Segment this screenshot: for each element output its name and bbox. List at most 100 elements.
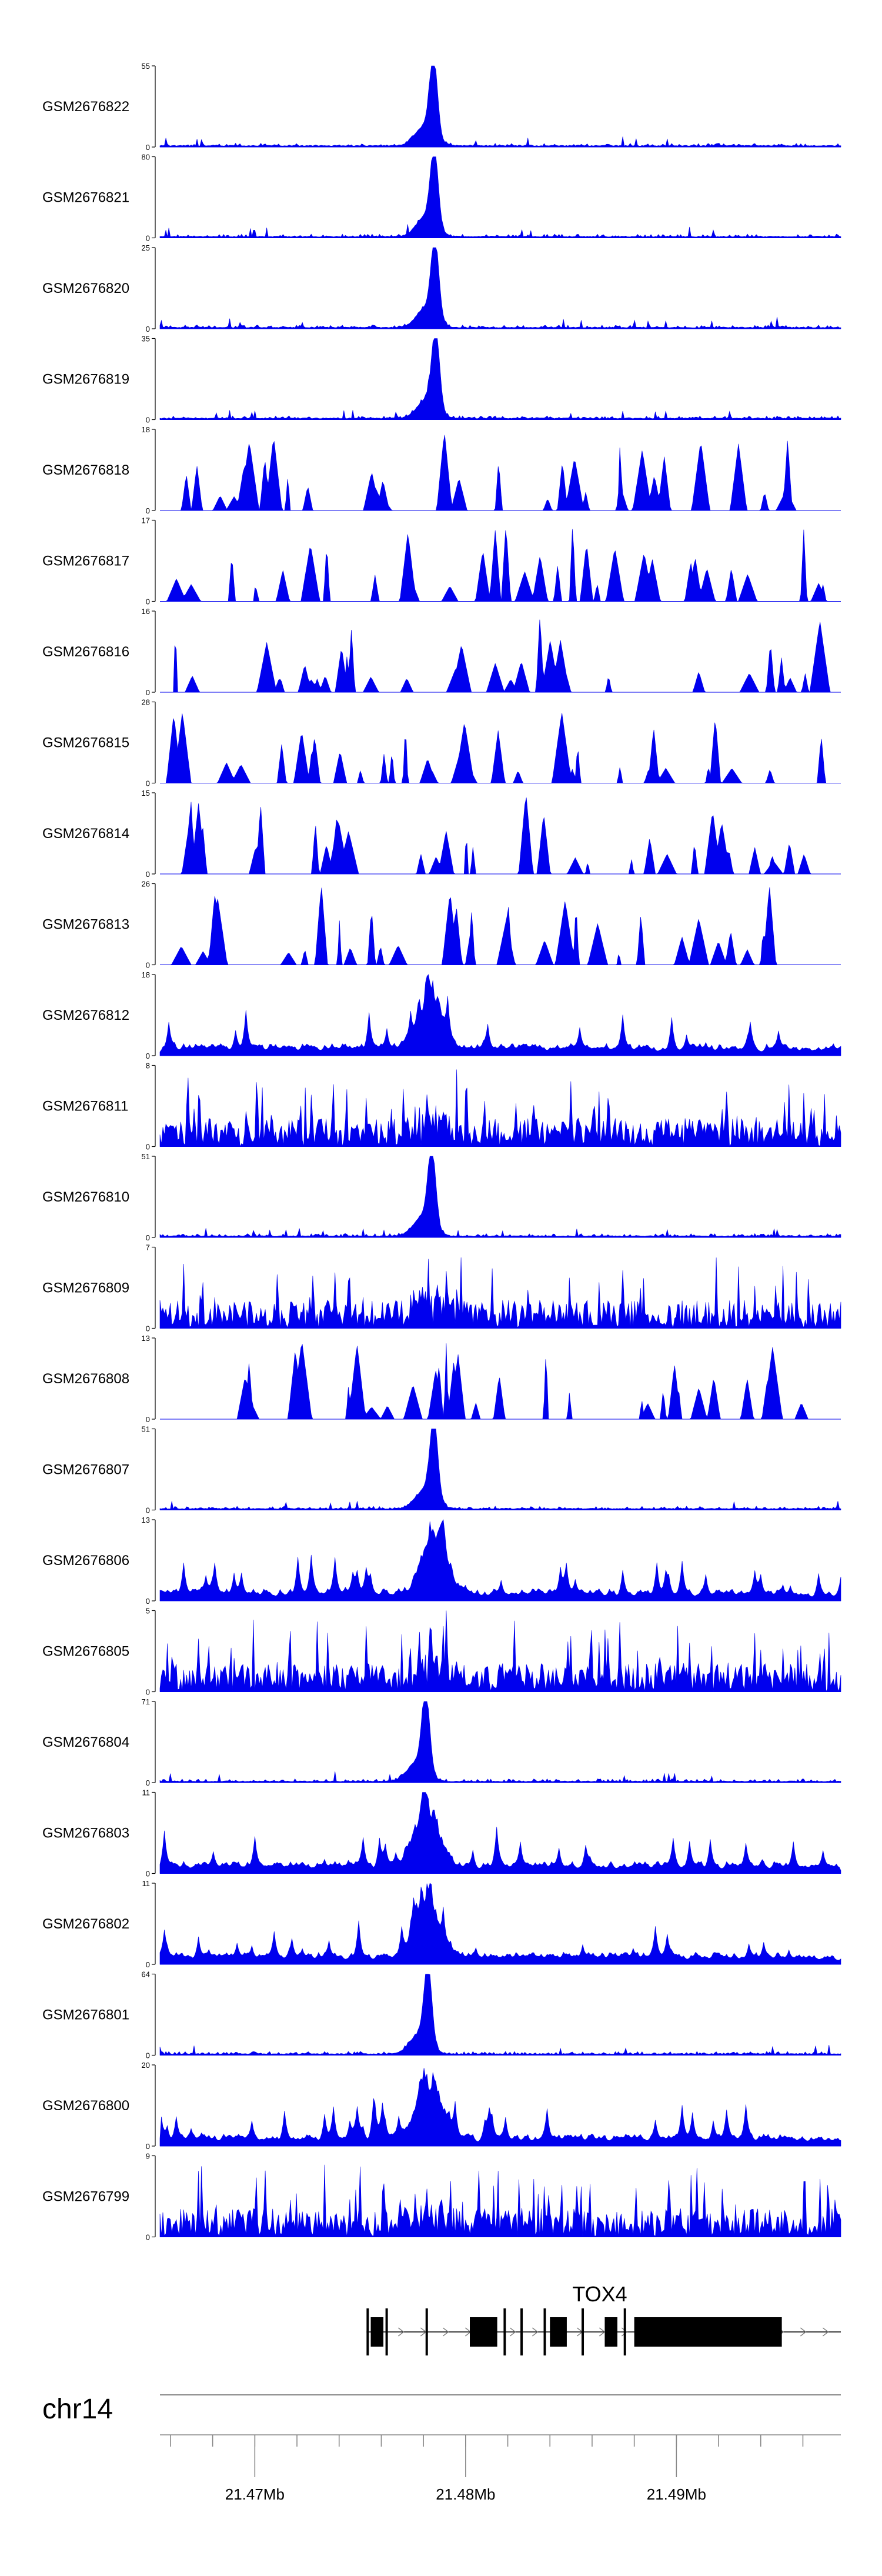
track-GSM2676811: GSM2676811 8 0	[42, 1062, 841, 1152]
track-label: GSM2676809	[42, 1280, 129, 1296]
y-max-label: 26	[142, 880, 150, 889]
exon	[550, 2317, 567, 2347]
track-GSM2676801: GSM2676801 64 0	[42, 1970, 841, 2060]
coverage-area	[159, 1156, 841, 1238]
y-min-label: 0	[146, 1870, 150, 1878]
y-min-label: 0	[146, 1324, 150, 1333]
track-GSM2676812: GSM2676812 18 0	[42, 970, 841, 1060]
track-label: GSM2676802	[42, 1916, 129, 1932]
coverage-area	[159, 1429, 841, 1510]
exon	[604, 2317, 617, 2347]
track-GSM2676808: GSM2676808 13 0	[42, 1334, 841, 1424]
strand-arrow	[599, 2327, 606, 2337]
coverage-area	[160, 435, 841, 511]
track-label: GSM2676816	[42, 644, 129, 660]
y-min-label: 0	[146, 1960, 150, 1969]
coverage-area	[160, 798, 841, 875]
track-label: GSM2676799	[42, 2189, 129, 2205]
strand-arrow	[442, 2327, 449, 2337]
y-max-label: 18	[142, 425, 150, 434]
track-label: GSM2676801	[42, 2007, 129, 2023]
strand-arrow	[509, 2327, 516, 2337]
strand-arrow	[532, 2327, 539, 2337]
coverage-area	[159, 974, 841, 1056]
track-label: GSM2676815	[42, 735, 129, 751]
coverage-area	[160, 887, 841, 965]
strand-arrow	[800, 2327, 807, 2337]
genome-axis: chr14 21.47Mb 21.48Mb 21.49Mb	[42, 2394, 841, 2503]
y-max-label: 15	[142, 789, 150, 798]
track-GSM2676799: GSM2676799 9 0	[42, 2152, 841, 2242]
y-max-label: 5	[146, 1607, 150, 1616]
track-label: GSM2676805	[42, 1644, 129, 1660]
y-min-label: 0	[146, 2233, 150, 2242]
track-GSM2676822: GSM2676822 55 0	[42, 62, 841, 152]
coverage-area	[160, 1343, 841, 1420]
y-max-label: 51	[142, 1425, 150, 1434]
y-max-label: 8	[146, 1062, 150, 1070]
track-GSM2676802: GSM2676802 11 0	[42, 1879, 841, 1969]
coverage-area	[159, 1257, 841, 1329]
coverage-area	[159, 1883, 841, 1965]
exon	[543, 2308, 546, 2355]
y-max-label: 20	[142, 2061, 150, 2070]
track-GSM2676803: GSM2676803 11 0	[42, 1788, 841, 1878]
track-GSM2676815: GSM2676815 28 0	[42, 698, 841, 788]
chromosome-label: chr14	[42, 2394, 113, 2425]
track-label: GSM2676817	[42, 553, 129, 569]
exon	[503, 2308, 506, 2355]
y-max-label: 13	[142, 1334, 150, 1343]
exon	[425, 2308, 428, 2355]
coverage-area	[159, 338, 841, 420]
y-max-label: 64	[142, 1970, 150, 1979]
gene-track: TOX4	[366, 2282, 841, 2355]
exon	[582, 2308, 584, 2355]
coverage-area	[160, 529, 841, 602]
x-tick-label: 21.49Mb	[647, 2485, 706, 2503]
y-min-label: 0	[146, 1597, 150, 1606]
coverage-area	[159, 1069, 841, 1147]
track-label: GSM2676804	[42, 1734, 129, 1750]
y-min-label: 0	[146, 1233, 150, 1242]
coverage-area	[159, 1519, 841, 1601]
coverage-area	[159, 156, 841, 238]
exon	[623, 2308, 626, 2355]
y-min-label: 0	[146, 416, 150, 425]
exon	[634, 2317, 782, 2347]
track-label: GSM2676810	[42, 1189, 129, 1205]
track-label: GSM2676808	[42, 1371, 129, 1387]
track-GSM2676817: GSM2676817 17 0	[42, 516, 841, 606]
track-GSM2676813: GSM2676813 26 0	[42, 880, 841, 970]
track-label: GSM2676814	[42, 826, 129, 842]
exon	[366, 2308, 369, 2355]
track-label: GSM2676813	[42, 917, 129, 933]
y-min-label: 0	[146, 1052, 150, 1060]
y-min-label: 0	[146, 234, 150, 243]
gene-name-label: TOX4	[572, 2282, 627, 2306]
y-min-label: 0	[146, 506, 150, 515]
coverage-area	[159, 1701, 841, 1783]
y-max-label: 9	[146, 2152, 150, 2161]
coverage-area	[159, 1792, 841, 1874]
y-max-label: 7	[146, 1243, 150, 1252]
y-min-label: 0	[146, 598, 150, 606]
track-GSM2676804: GSM2676804 71 0	[42, 1697, 841, 1787]
track-label: GSM2676819	[42, 372, 129, 388]
exon	[385, 2308, 388, 2355]
y-max-label: 71	[142, 1697, 150, 1706]
track-GSM2676821: GSM2676821 80 0	[42, 153, 841, 243]
track-GSM2676819: GSM2676819 35 0	[42, 335, 841, 425]
x-tick-label: 21.48Mb	[436, 2485, 495, 2503]
y-min-label: 0	[146, 1778, 150, 1787]
track-GSM2676809: GSM2676809 7 0	[42, 1243, 841, 1333]
y-min-label: 0	[146, 1143, 150, 1152]
track-label: GSM2676803	[42, 1826, 129, 1841]
coverage-area	[159, 2068, 841, 2147]
y-min-label: 0	[146, 779, 150, 788]
y-min-label: 0	[146, 870, 150, 879]
y-max-label: 55	[142, 62, 150, 71]
exon	[370, 2317, 384, 2347]
strand-arrow	[397, 2327, 405, 2337]
y-max-label: 11	[142, 1788, 151, 1797]
y-max-label: 25	[142, 243, 150, 252]
